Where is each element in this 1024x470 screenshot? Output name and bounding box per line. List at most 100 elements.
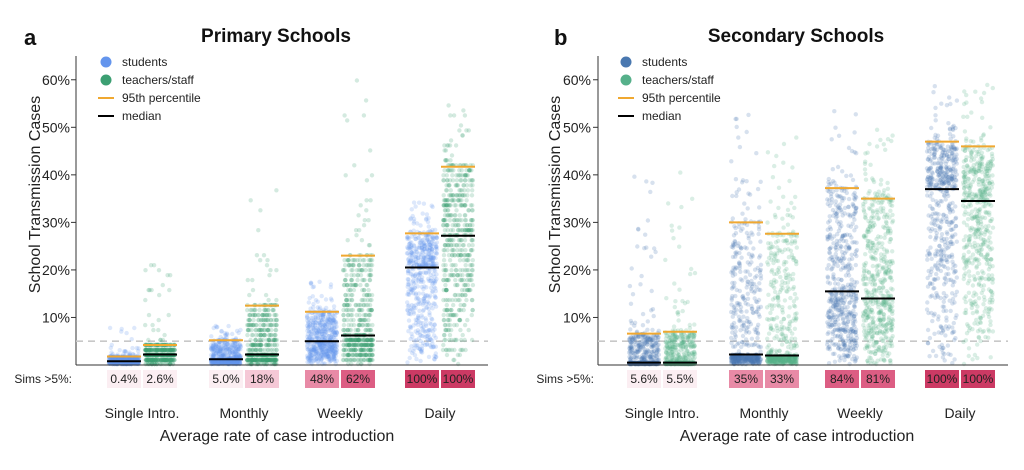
data-point	[223, 352, 228, 357]
data-point	[459, 337, 464, 343]
data-point	[315, 299, 320, 304]
data-point	[223, 360, 228, 366]
data-point	[359, 347, 365, 353]
data-point	[358, 352, 364, 358]
data-point	[444, 188, 450, 193]
data-point	[458, 253, 464, 258]
data-point	[208, 359, 214, 364]
data-point	[227, 347, 232, 352]
data-point	[309, 329, 314, 334]
data-point	[656, 335, 661, 340]
data-point	[462, 228, 468, 233]
data-point	[413, 329, 418, 334]
data-point	[248, 347, 253, 353]
data-point	[358, 273, 364, 278]
data-point	[130, 345, 135, 351]
data-point	[220, 360, 225, 365]
data-point	[426, 224, 431, 229]
data-point	[447, 238, 452, 243]
data-point	[224, 346, 229, 351]
data-point	[421, 324, 426, 330]
data-point	[307, 351, 313, 357]
data-point	[233, 353, 238, 359]
panel-label: b	[554, 25, 567, 50]
data-point	[421, 201, 427, 206]
data-point	[413, 260, 419, 265]
data-point	[742, 201, 747, 206]
data-point	[115, 356, 120, 361]
data-point	[367, 357, 372, 363]
data-point	[419, 313, 424, 318]
data-point	[458, 123, 464, 128]
data-point	[230, 342, 235, 348]
data-point	[217, 342, 222, 347]
data-point	[456, 297, 461, 303]
data-point	[317, 320, 323, 326]
data-point	[756, 231, 761, 237]
data-point	[368, 347, 373, 353]
data-point	[411, 323, 416, 328]
data-point	[234, 328, 240, 334]
data-point	[457, 213, 462, 218]
data-point	[274, 357, 280, 363]
data-point	[354, 233, 359, 238]
data-point	[317, 279, 322, 284]
data-point	[235, 345, 240, 350]
data-point	[346, 287, 351, 293]
legend-label: teachers/staff	[122, 73, 194, 87]
data-point	[121, 356, 126, 362]
data-point	[644, 245, 649, 250]
data-point	[224, 331, 230, 336]
data-point	[314, 335, 320, 340]
y-tick-label: 20%	[563, 262, 591, 278]
data-point	[468, 248, 474, 253]
data-point	[414, 296, 419, 301]
data-point	[217, 347, 223, 353]
data-point	[310, 285, 315, 290]
data-point	[238, 347, 243, 352]
data-point	[349, 297, 354, 303]
data-point	[218, 349, 223, 354]
data-point	[274, 337, 280, 343]
data-point	[358, 203, 363, 208]
data-point	[233, 360, 238, 366]
data-point	[220, 361, 226, 366]
data-point	[236, 352, 241, 357]
data-point	[459, 178, 464, 183]
data-point	[469, 337, 475, 343]
data-point	[220, 343, 226, 348]
data-point	[334, 347, 339, 353]
data-point	[221, 353, 227, 359]
data-point	[368, 148, 373, 153]
data-point	[215, 324, 220, 330]
data-point	[134, 356, 139, 362]
data-point	[217, 359, 222, 365]
data-point	[230, 360, 235, 365]
data-point	[469, 218, 474, 223]
data-point	[416, 200, 422, 205]
data-point	[426, 354, 432, 360]
data-point	[327, 333, 332, 338]
data-point	[323, 297, 329, 302]
data-point	[346, 312, 351, 318]
data-point	[444, 213, 450, 218]
data-point	[457, 128, 462, 133]
data-point	[210, 349, 215, 354]
data-point	[631, 351, 636, 356]
data-point	[648, 189, 653, 195]
data-point	[405, 303, 411, 309]
data-point	[134, 345, 139, 351]
data-point	[349, 361, 354, 367]
data-point	[124, 356, 129, 362]
data-point	[363, 98, 369, 103]
data-point	[264, 342, 269, 348]
data-point	[245, 277, 250, 283]
sims-value: 100%	[407, 372, 438, 386]
data-point	[237, 360, 243, 365]
data-point	[333, 332, 338, 338]
data-point	[758, 179, 763, 184]
data-point	[463, 268, 468, 273]
data-point	[216, 344, 222, 349]
data-point	[411, 311, 417, 316]
data-point	[364, 352, 369, 358]
